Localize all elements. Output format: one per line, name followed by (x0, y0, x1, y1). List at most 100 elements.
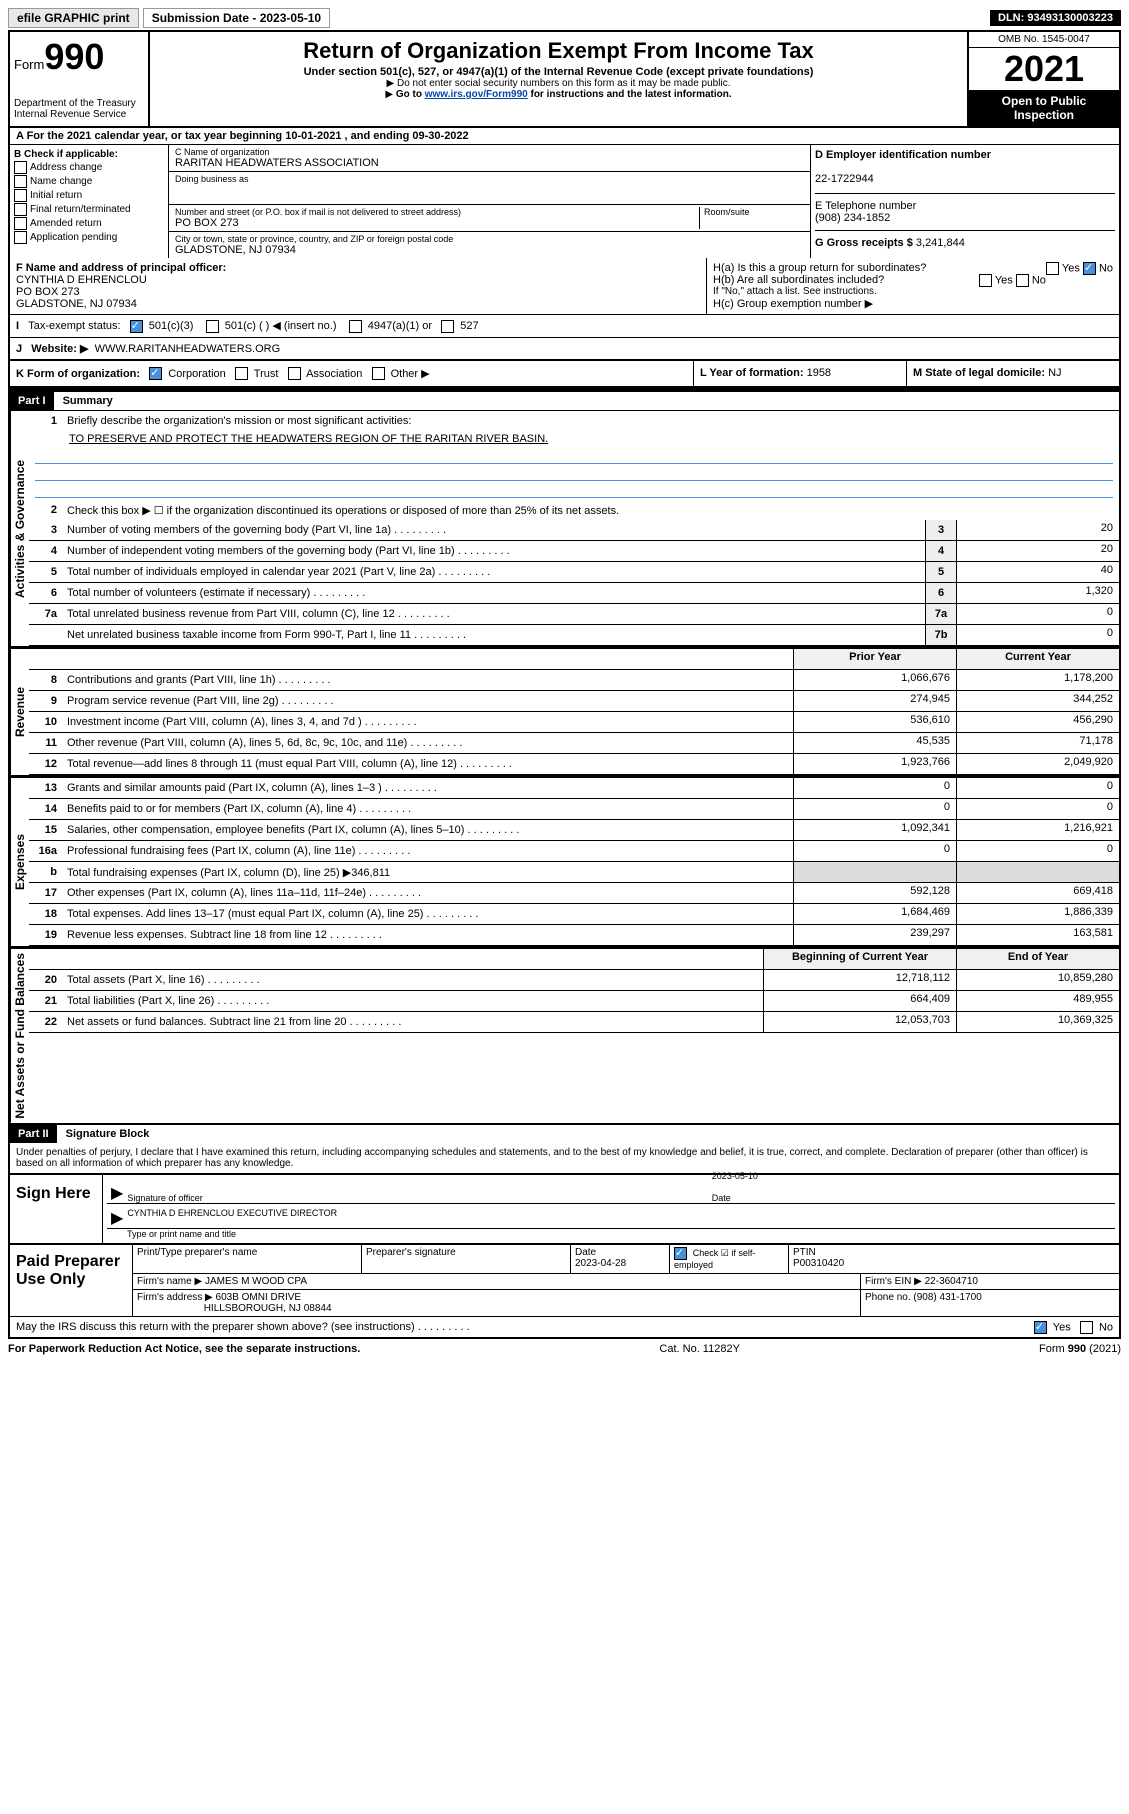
footer-mid: Cat. No. 11282Y (659, 1343, 740, 1355)
chk-amended[interactable]: Amended return (14, 217, 164, 230)
submission-date: Submission Date - 2023-05-10 (143, 8, 330, 28)
discuss-no[interactable] (1080, 1321, 1093, 1334)
tax-year: 2021 (969, 48, 1119, 90)
vtab-expenses: Expenses (10, 778, 29, 946)
summary-row: 19Revenue less expenses. Subtract line 1… (29, 925, 1119, 946)
hb-no[interactable] (1016, 274, 1029, 287)
entity-block: B Check if applicable: Address change Na… (8, 145, 1121, 258)
summary-row: 22Net assets or fund balances. Subtract … (29, 1012, 1119, 1033)
top-toolbar: efile GRAPHIC print Submission Date - 20… (8, 8, 1121, 28)
hc-label: H(c) Group exemption number ▶ (713, 297, 1113, 310)
hdr-current: Current Year (956, 649, 1119, 669)
ha-yes[interactable] (1046, 262, 1059, 275)
goto-note: Go to www.irs.gov/Form990 for instructio… (154, 89, 963, 100)
activities-governance-section: Activities & Governance 1 Briefly descri… (8, 410, 1121, 648)
k-label: K Form of organization: (16, 368, 140, 380)
org-city: GLADSTONE, NJ 07934 (175, 244, 804, 256)
officer-name: CYNTHIA D EHRENCLOU (16, 274, 147, 286)
sig-date-value: 2023-05-10 (712, 1171, 758, 1181)
prep-date-lbl: Date (575, 1247, 596, 1258)
hb-label: H(b) Are all subordinates included? (713, 274, 884, 286)
discuss-yes[interactable] (1034, 1321, 1047, 1334)
col-b-header: B Check if applicable: (14, 149, 118, 160)
omb-number: OMB No. 1545-0047 (969, 32, 1119, 48)
summary-row: 10Investment income (Part VIII, column (… (29, 712, 1119, 733)
i-501c3[interactable] (130, 320, 143, 333)
i-label: Tax-exempt status: (28, 320, 120, 332)
i-4947[interactable] (349, 320, 362, 333)
summary-row: 21Total liabilities (Part X, line 26)664… (29, 991, 1119, 1012)
signature-block: Under penalties of perjury, I declare th… (8, 1143, 1121, 1339)
chk-final-return[interactable]: Final return/terminated (14, 203, 164, 216)
goto-pre: Go to (396, 89, 425, 100)
room-label: Room/suite (704, 207, 804, 217)
ha-no[interactable] (1083, 262, 1096, 275)
i-501c[interactable] (206, 320, 219, 333)
self-emp-check[interactable] (674, 1248, 690, 1259)
part1-title: Summary (57, 395, 113, 407)
part2-title: Signature Block (60, 1128, 150, 1140)
i-527[interactable] (441, 320, 454, 333)
revenue-section: Revenue b Prior Year Current Year 8Contr… (8, 648, 1121, 777)
firm-ein-lbl: Firm's EIN ▶ (865, 1276, 922, 1287)
line2-text: Check this box ▶ ☐ if the organization d… (63, 502, 1119, 519)
ein-label: D Employer identification number (815, 149, 991, 161)
mission-text: TO PRESERVE AND PROTECT THE HEADWATERS R… (69, 433, 548, 445)
firm-addr-lbl: Firm's address ▶ (137, 1292, 213, 1303)
summary-row: 17Other expenses (Part IX, column (A), l… (29, 883, 1119, 904)
k-trust[interactable] (235, 367, 248, 380)
irs-label: Internal Revenue Service (14, 109, 144, 120)
vtab-revenue: Revenue (10, 649, 29, 775)
expenses-section: Expenses 13Grants and similar amounts pa… (8, 777, 1121, 948)
line16b-num: b (29, 866, 63, 878)
gross-receipts-label: G Gross receipts $ (815, 237, 913, 249)
form-prefix: Form (14, 57, 44, 72)
m-label: M State of legal domicile: (913, 367, 1045, 379)
chk-initial-return[interactable]: Initial return (14, 189, 164, 202)
prep-date: 2023-04-28 (575, 1258, 626, 1269)
chk-address-change[interactable]: Address change (14, 161, 164, 174)
chk-name-change[interactable]: Name change (14, 175, 164, 188)
ty-end: 09-30-2022 (412, 130, 468, 142)
irs-link[interactable]: www.irs.gov/Form990 (425, 89, 528, 100)
k-corp[interactable] (149, 367, 162, 380)
summary-row: 3Number of voting members of the governi… (29, 520, 1119, 541)
summary-row: Net unrelated business taxable income fr… (29, 625, 1119, 646)
page-footer: For Paperwork Reduction Act Notice, see … (8, 1339, 1121, 1359)
ty-mid: , and ending (345, 130, 413, 142)
ssn-note: Do not enter social security numbers on … (154, 78, 963, 89)
summary-row: 20Total assets (Part X, line 16)12,718,1… (29, 970, 1119, 991)
k-assoc[interactable] (288, 367, 301, 380)
vtab-governance: Activities & Governance (10, 411, 29, 646)
sign-here-label: Sign Here (10, 1175, 103, 1243)
ptin-val: P00310420 (793, 1258, 844, 1269)
sig-arrow-icon-2: ▶ (111, 1208, 123, 1228)
sig-officer-label: Signature of officer (127, 1193, 202, 1203)
summary-row: 12Total revenue—add lines 8 through 11 (… (29, 754, 1119, 775)
form-number: 990 (44, 36, 104, 77)
efile-button[interactable]: efile GRAPHIC print (8, 8, 139, 28)
paid-preparer-label: Paid Preparer Use Only (10, 1245, 133, 1316)
k-other[interactable] (372, 367, 385, 380)
ty-begin: 10-01-2021 (285, 130, 341, 142)
footer-left: For Paperwork Reduction Act Notice, see … (8, 1343, 360, 1355)
sig-date-label: Date (712, 1193, 731, 1203)
hb-yes[interactable] (979, 274, 992, 287)
c-name-label: C Name of organization (175, 147, 804, 157)
dln: DLN: 93493130003223 (990, 10, 1121, 26)
net-assets-section: Net Assets or Fund Balances Beginning of… (8, 948, 1121, 1125)
summary-row: 9Program service revenue (Part VIII, lin… (29, 691, 1119, 712)
part2-label: Part II (10, 1125, 57, 1143)
firm-addr1: 603B OMNI DRIVE (216, 1292, 302, 1303)
org-address: PO BOX 273 (175, 217, 699, 229)
chk-app-pending[interactable]: Application pending (14, 231, 164, 244)
officer-addr2: GLADSTONE, NJ 07934 (16, 298, 137, 310)
firm-phone: (908) 431-1700 (913, 1292, 981, 1303)
discuss-question: May the IRS discuss this return with the… (16, 1321, 415, 1333)
prep-name-lbl: Print/Type preparer's name (133, 1245, 362, 1273)
summary-row: 15Salaries, other compensation, employee… (29, 820, 1119, 841)
summary-row: 18Total expenses. Add lines 13–17 (must … (29, 904, 1119, 925)
j-label: Website: ▶ (31, 343, 88, 355)
firm-name-lbl: Firm's name ▶ (137, 1276, 202, 1287)
ein-value: 22-1722944 (815, 173, 874, 185)
